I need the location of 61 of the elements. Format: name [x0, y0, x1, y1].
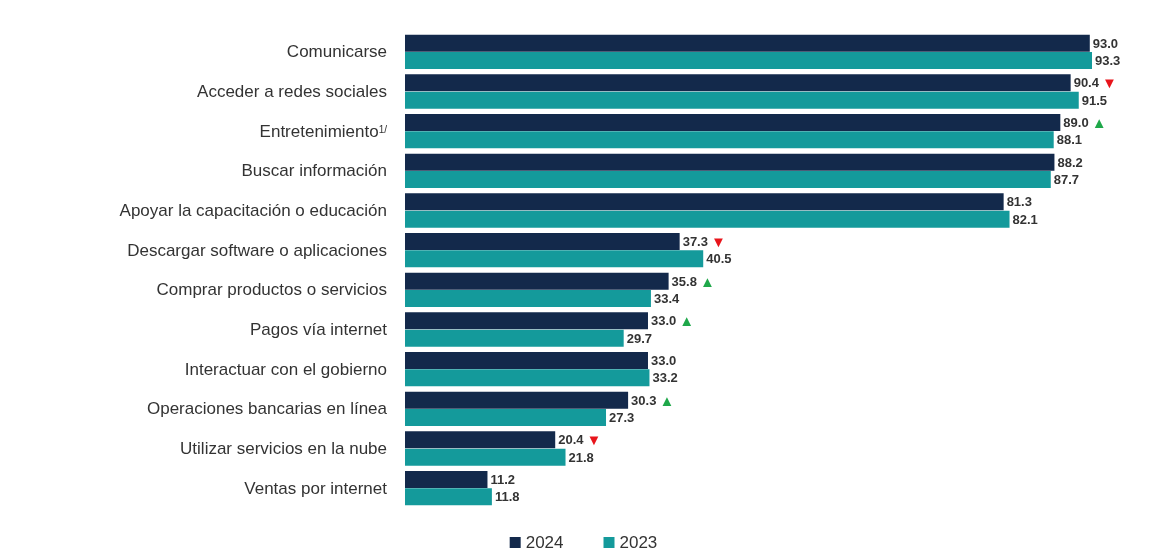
data-label: 35.8 ▲: [671, 272, 715, 290]
bar: [405, 391, 629, 409]
bar: [405, 448, 566, 466]
bar: [405, 250, 704, 268]
bar: [405, 131, 1054, 149]
bar: [405, 74, 1071, 92]
bar: [405, 193, 1004, 211]
data-label: 29.7: [626, 330, 652, 346]
y-tick-label: Utilizar servicios en la nube: [180, 439, 387, 458]
y-tick-label: Descargar software o aplicaciones: [127, 240, 388, 260]
y-tick-label: Interactuar con el gobierno: [184, 359, 388, 379]
bar: [405, 233, 680, 250]
data-label: 82.1: [1012, 211, 1038, 227]
data-label: 33.4: [653, 291, 681, 306]
legend-label: 2024: [525, 533, 564, 552]
data-label: 27.3: [609, 410, 635, 425]
y-tick-label: Acceder a redes sociales: [197, 82, 388, 101]
legend-label: 2023: [619, 533, 658, 552]
data-label: 11.2: [490, 472, 516, 487]
y-tick-label: Apoyar la capacitación o educación: [119, 201, 387, 220]
bar: [405, 352, 648, 369]
bar: [405, 153, 1055, 171]
y-tick-label: Buscar información: [241, 161, 388, 181]
bar: [405, 272, 669, 290]
bar: [405, 52, 1092, 69]
data-label: 90.4 ▼: [1073, 74, 1117, 92]
bar: [405, 471, 488, 488]
data-label: 93.0: [1092, 35, 1119, 51]
bar: [405, 171, 1051, 188]
data-label: 20.4 ▼: [558, 431, 602, 449]
data-label: 33.0: [650, 353, 677, 368]
y-tick-label: Comunicarse: [286, 42, 388, 62]
data-label: 33.2: [652, 370, 678, 386]
bar: [405, 210, 1010, 228]
y-tick-label: Pagos vía internet: [249, 320, 388, 339]
y-tick-label: Comprar productos o servicios: [156, 280, 387, 300]
y-tick-label: Operaciones bancarias en línea: [146, 399, 388, 419]
bar: [405, 114, 1061, 131]
data-label: 21.8: [568, 449, 594, 465]
data-label: 93.3: [1095, 53, 1121, 68]
bar: [405, 409, 607, 426]
data-label: 40.5: [706, 251, 732, 267]
bar: [405, 369, 650, 387]
data-label: 88.1: [1056, 132, 1083, 148]
data-label: 88.2: [1057, 154, 1083, 170]
bar: [405, 329, 624, 347]
data-label: 11.8: [494, 489, 520, 505]
data-label: 81.3: [1006, 194, 1032, 210]
data-label: 87.7: [1053, 172, 1080, 187]
bar: [405, 431, 556, 449]
data-label: 89.0 ▲: [1063, 114, 1107, 131]
data-label: 37.3 ▼: [682, 233, 726, 250]
bar: [405, 91, 1079, 109]
data-label: 33.0 ▲: [650, 312, 695, 330]
y-tick-label: Ventas por internet: [244, 478, 388, 498]
bar: [405, 488, 492, 506]
data-label: 30.3 ▲: [631, 391, 675, 409]
bar: [405, 290, 651, 307]
bar: [405, 312, 648, 330]
data-label: 91.5: [1081, 92, 1108, 108]
bar: [405, 34, 1090, 52]
